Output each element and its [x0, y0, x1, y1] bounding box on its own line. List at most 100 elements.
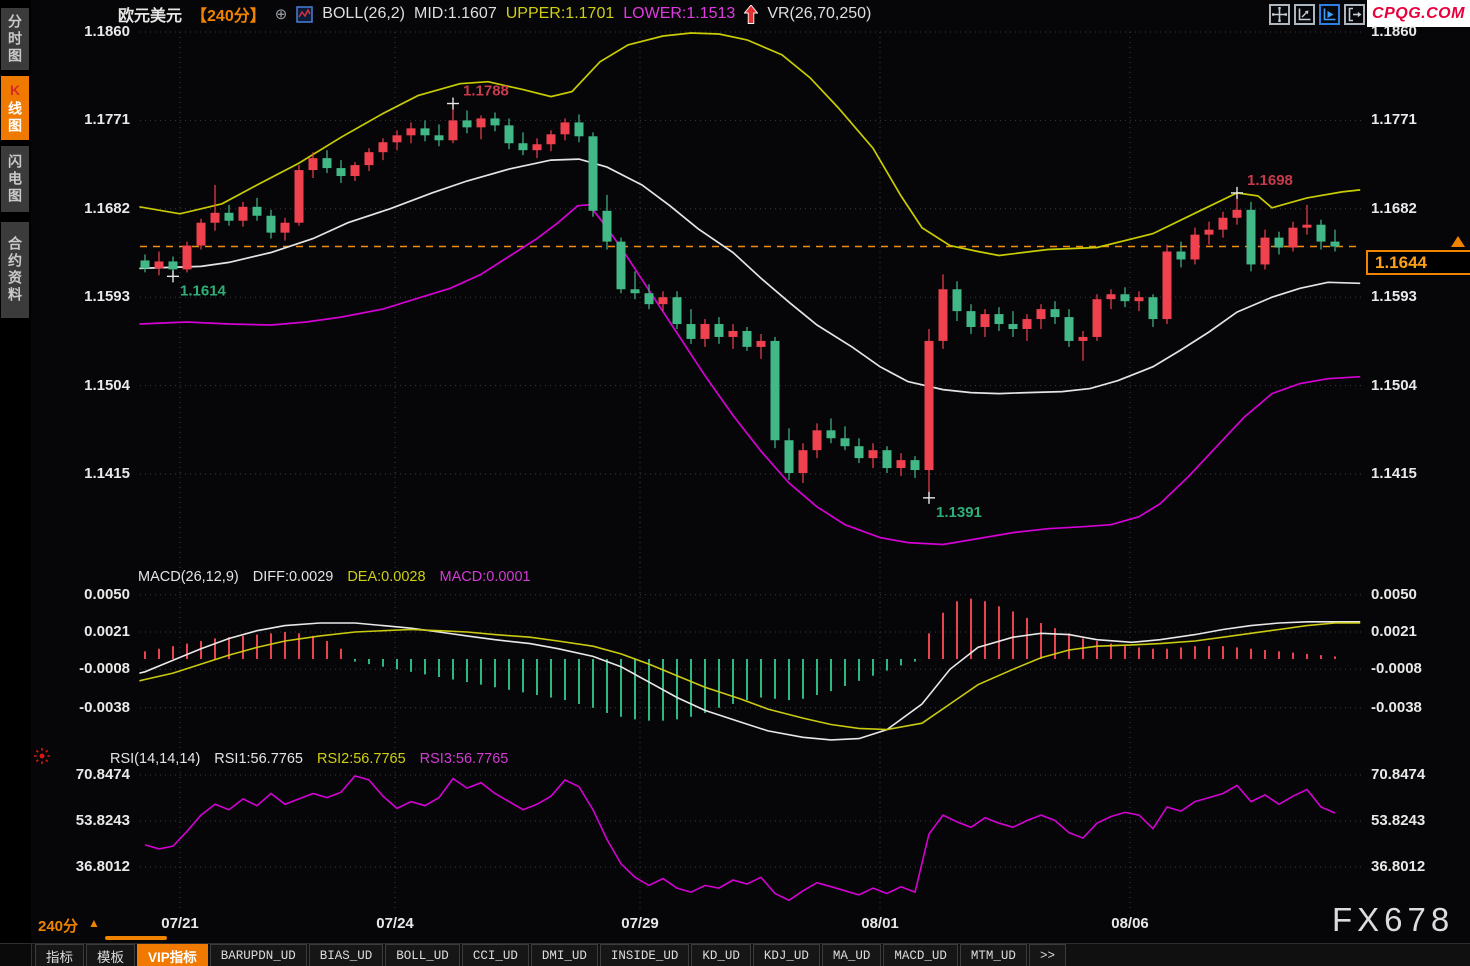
boll-lower-line	[139, 203, 1361, 546]
price-axis-tick-left: 1.1504	[84, 376, 130, 394]
price-axis-tick-left: 1.1682	[84, 199, 130, 217]
price-axis-tick-right: 1.1415	[1371, 465, 1417, 483]
up-arrow-icon	[744, 4, 759, 24]
exit-icon	[1348, 7, 1362, 22]
macd-lines	[139, 620, 1361, 741]
rsi-title-row: RSI(14,14,14) RSI1:56.7765 RSI2:56.7765 …	[110, 751, 508, 767]
rsi-axis-tick-left: 53.8243	[75, 812, 130, 829]
sidebar-item-1[interactable]: K 线图	[1, 76, 29, 140]
move-tool-button[interactable]	[1269, 4, 1290, 25]
watermark: FX678	[1332, 901, 1455, 938]
tab-inside-ud[interactable]: INSIDE_UD	[599, 944, 690, 966]
tab-指标[interactable]: 指标	[35, 944, 84, 966]
symbol-name: 欧元美元	[118, 8, 183, 25]
macd-axis-tick-left: -0.0038	[79, 698, 130, 716]
time-axis-label: 07/24	[376, 915, 414, 932]
boll-lower: LOWER:1.1513	[623, 5, 736, 22]
tab-bias-ud[interactable]: BIAS_UD	[308, 944, 384, 966]
tab-cci-ud[interactable]: CCI_UD	[461, 944, 529, 966]
rsi-label: RSI(14,14,14)	[110, 751, 201, 767]
sidebar-item-2[interactable]: 闪电图	[1, 146, 29, 212]
tab-kdj-ud[interactable]: KDJ_UD	[752, 944, 820, 966]
tab-mtm-ud[interactable]: MTM_UD	[959, 944, 1027, 966]
plus-icon[interactable]: ⊕	[274, 6, 288, 23]
macd-diff: DIFF:0.0029	[252, 569, 334, 585]
price-up-arrow-icon	[1451, 236, 1465, 247]
sidebar-item-label-part: 线图	[7, 100, 23, 135]
price-axis-tick-right: 1.1504	[1371, 376, 1417, 394]
rsi-layer	[144, 774, 1336, 902]
macd-dea: DEA:0.0028	[347, 569, 426, 585]
tab--[interactable]: >>	[1028, 944, 1066, 966]
price-annotation: 1.1391	[936, 504, 982, 521]
price-annotation: 1.1614	[180, 282, 227, 299]
rsi1: RSI1:56.7765	[214, 751, 303, 767]
tabbar-corner	[0, 944, 32, 966]
exit-view-button[interactable]	[1344, 4, 1365, 25]
macd-diff-line	[139, 620, 1361, 741]
price-axis-tick-left: 1.1860	[84, 23, 130, 40]
tab-ma-ud[interactable]: MA_UD	[821, 944, 882, 966]
rsi-axis-tick-left: 36.8012	[75, 858, 130, 876]
rsi-axis-tick-left: 70.8474	[75, 766, 130, 783]
price-axis-tick-left: 1.1415	[84, 465, 130, 483]
macd-axis-tick-left: 0.0050	[84, 585, 130, 603]
price-annotation: 1.1788	[463, 83, 509, 100]
rsi3: RSI3:56.7765	[419, 751, 509, 767]
rsi-axis-tick-right: 70.8474	[1371, 766, 1426, 783]
brand-logo: CPQG.COM	[1367, 0, 1470, 27]
macd-title-row: MACD(26,12,9) DIFF:0.0029 DEA:0.0028 MAC…	[138, 569, 531, 585]
macd-axis-tick-right: -0.0008	[1371, 660, 1422, 678]
boll-upper: UPPER:1.1701	[505, 5, 615, 22]
macd-value: MACD:0.0001	[439, 569, 531, 585]
macd-axis-tick-left: 0.0021	[84, 623, 130, 641]
time-axis-label: 07/29	[621, 915, 659, 932]
sidebar-item-3[interactable]: 合约资料	[1, 222, 29, 318]
period-arrow-icon[interactable]: ▲	[88, 916, 100, 930]
tab-vip指标[interactable]: VIP指标	[137, 944, 208, 966]
rsi-axis-tick-right: 36.8012	[1371, 858, 1426, 876]
price-annotation: 1.1698	[1247, 172, 1293, 189]
indicator-tabbar: 指标 模板 VIP指标 BARUPDN_UD BIAS_UD BOLL_UD CCI_UD D…	[0, 943, 1470, 966]
price-axis-tick-left: 1.1593	[84, 288, 130, 306]
price-axis-tick-right: 1.1682	[1371, 199, 1417, 217]
tab-dmi-ud[interactable]: DMI_UD	[530, 944, 598, 966]
tab-模板[interactable]: 模板	[86, 944, 135, 966]
time-axis-label: 08/06	[1111, 915, 1149, 932]
period-selector[interactable]: 240分	[38, 918, 79, 935]
mini-chart-icon	[296, 5, 314, 23]
macd-axis-tick-right: 0.0050	[1371, 585, 1417, 603]
price-axis-tick-right: 1.1771	[1371, 111, 1417, 129]
axis-arrow-icon	[1298, 8, 1311, 21]
tab-boll-ud[interactable]: BOLL_UD	[385, 944, 460, 966]
macd-axis-tick-left: -0.0008	[79, 660, 130, 678]
tab-macd-ud[interactable]: MACD_UD	[883, 944, 958, 966]
vr-label: VR(26,70,250)	[767, 5, 872, 22]
axis-scale-button[interactable]	[1294, 4, 1315, 25]
window-tools	[1269, 4, 1365, 25]
candlestick-series	[140, 103, 1340, 498]
macd-label: MACD(26,12,9)	[138, 569, 239, 585]
period-badge[interactable]: 【240分】	[191, 8, 266, 25]
price-axis-tick-right: 1.1593	[1371, 288, 1417, 306]
chart-header: 欧元美元 【240分】 ⊕ BOLL(26,2) MID:1.1607 UPPE…	[118, 3, 871, 25]
tab-barupdn-ud[interactable]: BARUPDN_UD	[209, 944, 307, 966]
boll-mid: MID:1.1607	[414, 5, 497, 22]
macd-axis-tick-right: 0.0021	[1371, 623, 1417, 641]
price-axis-tick-right: 1.1860	[1371, 23, 1417, 40]
sidebar-item-0[interactable]: 分时图	[1, 8, 29, 70]
boll-mid-line	[139, 158, 1361, 395]
horizontal-scrollbar-thumb[interactable]	[105, 936, 167, 940]
boll-upper-line	[139, 32, 1361, 257]
sidebar: 分时图 K 线图闪电图合约资料	[0, 0, 31, 943]
rsi2: RSI2:56.7765	[316, 751, 406, 767]
rsi-line	[144, 774, 1336, 902]
time-axis-label: 07/21	[161, 915, 199, 932]
annotations-layer: 1.1788 1.1614 1.1391 1.1698	[167, 83, 1293, 521]
axis-play-button[interactable]	[1319, 4, 1340, 25]
grid-layer	[140, 31, 1362, 908]
time-axis-label: 08/01	[861, 915, 899, 932]
tab-kd-ud[interactable]: KD_UD	[691, 944, 751, 966]
